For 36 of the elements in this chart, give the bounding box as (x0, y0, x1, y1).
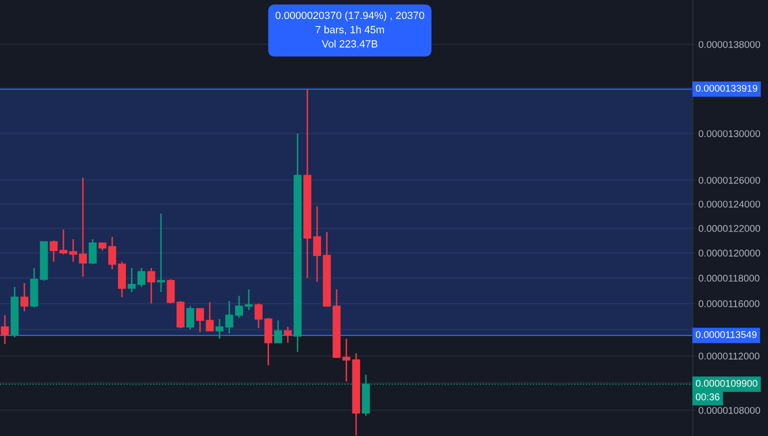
candlestick (244, 288, 253, 311)
ref-line-label: 0.0000133919 (696, 84, 758, 92)
candlestick (138, 267, 146, 288)
candlestick (166, 278, 175, 304)
candlestick (147, 267, 156, 304)
candlestick (274, 320, 282, 344)
annotation: Vol 223.47B (322, 40, 378, 48)
candlestick (216, 318, 224, 340)
y-tick-label: 0.0000130000 (698, 130, 760, 138)
annotation: 7 bars, 1h 45m (316, 26, 384, 35)
y-tick-label: 0.0000118000 (698, 274, 760, 282)
candlestick (284, 326, 292, 344)
y-tick-label: 0.0000112000 (698, 352, 760, 360)
candlestick (206, 302, 214, 332)
annotation: 0.0000020370 (17.94%) , 20370 (276, 11, 424, 22)
text: 00:36 (696, 393, 720, 400)
candlestick (20, 282, 28, 312)
y-tick-label: 0.0000126000 (698, 176, 760, 184)
candlestick (157, 212, 165, 293)
y-tick-label: 0.0000122000 (698, 225, 760, 232)
candlestick (128, 267, 136, 293)
y-tick-label: 0.0000138000 (698, 41, 760, 48)
ref-line-label: 0.0000113549 (696, 331, 757, 338)
candlestick (0, 314, 9, 345)
candlestick (196, 308, 204, 333)
y-tick-label: 0.0000116000 (698, 300, 760, 308)
candlestick (264, 317, 272, 366)
candlestick (78, 177, 87, 278)
candlestick (88, 238, 97, 265)
candlestick (254, 302, 263, 329)
ref-line-label: 0.0000109900 (696, 380, 758, 387)
y-tick-label: 0.0000124000 (698, 200, 760, 208)
y-tick-label: 0.0000108000 (698, 406, 760, 414)
y-tick-label: 0.0000120000 (698, 250, 760, 257)
candlestick (186, 305, 194, 330)
candlestick (50, 240, 58, 262)
